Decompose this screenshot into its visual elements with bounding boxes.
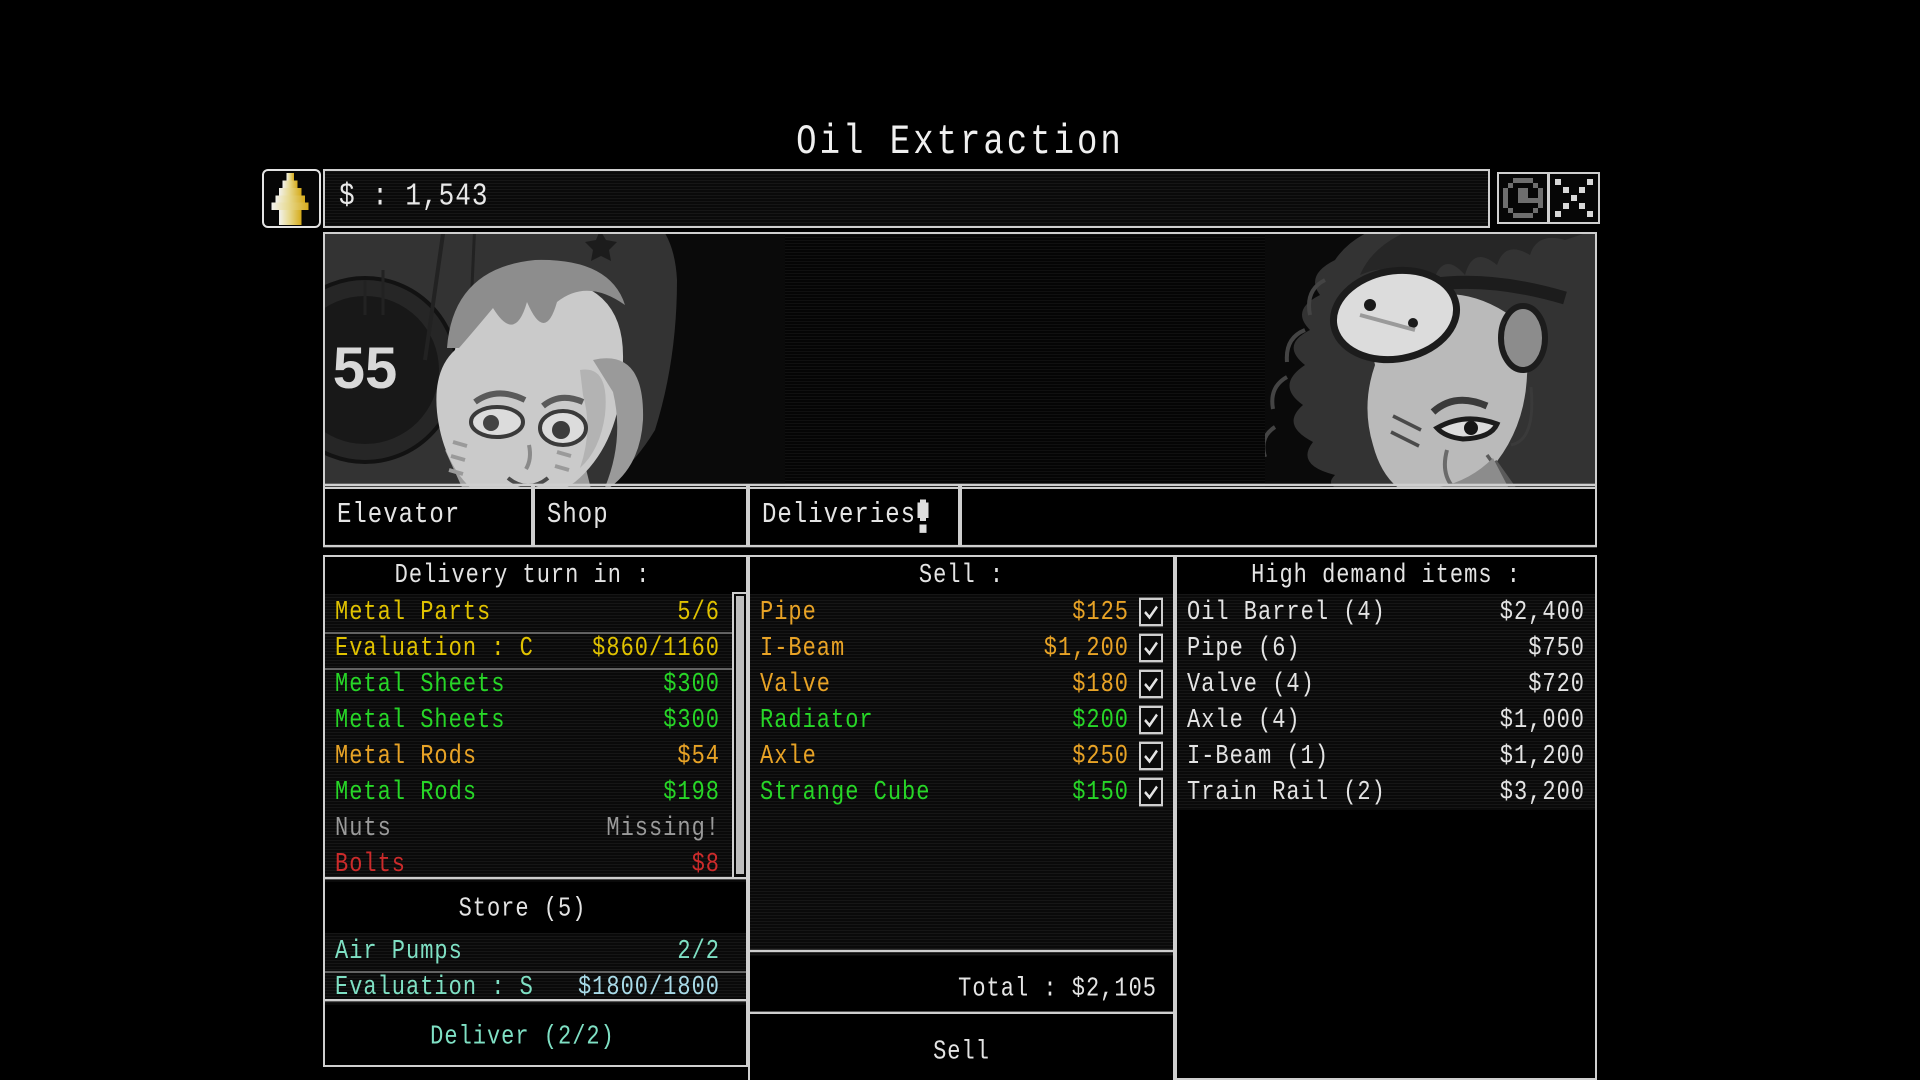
svg-text:55: 55 bbox=[333, 336, 398, 401]
